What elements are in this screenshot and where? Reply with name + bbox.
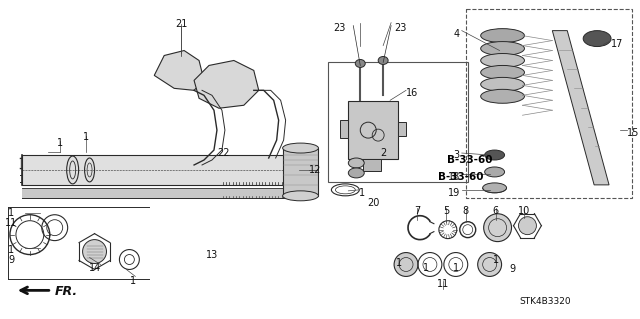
Ellipse shape <box>481 29 524 42</box>
Text: 15: 15 <box>627 128 639 138</box>
Ellipse shape <box>483 183 506 193</box>
Text: 7: 7 <box>414 206 420 216</box>
Text: 11: 11 <box>436 279 449 289</box>
Text: 10: 10 <box>518 206 531 216</box>
Text: FR.: FR. <box>55 285 78 298</box>
Text: 13: 13 <box>206 249 218 260</box>
Ellipse shape <box>283 191 319 201</box>
Text: 20: 20 <box>367 198 380 208</box>
Text: B-33-60: B-33-60 <box>438 172 483 182</box>
Ellipse shape <box>481 89 524 103</box>
Text: 1: 1 <box>8 208 14 218</box>
Text: 12: 12 <box>308 165 321 175</box>
Text: 1: 1 <box>8 245 14 255</box>
Text: 4: 4 <box>454 29 460 39</box>
Text: 6: 6 <box>493 206 499 216</box>
Bar <box>22 155 305 185</box>
Text: 1: 1 <box>396 257 402 268</box>
Bar <box>20 158 301 168</box>
Text: 18: 18 <box>447 172 460 182</box>
Text: 1: 1 <box>83 132 89 142</box>
Bar <box>340 120 348 138</box>
Text: 14: 14 <box>90 263 102 272</box>
Text: 2: 2 <box>380 148 387 158</box>
Text: 23: 23 <box>394 23 406 33</box>
Polygon shape <box>154 50 204 90</box>
Bar <box>466 9 632 198</box>
Text: 1: 1 <box>493 255 499 264</box>
Polygon shape <box>552 31 609 185</box>
Ellipse shape <box>481 78 524 91</box>
Ellipse shape <box>481 54 524 67</box>
Text: 17: 17 <box>611 39 623 48</box>
Text: 5: 5 <box>443 206 449 216</box>
Bar <box>348 101 398 159</box>
Bar <box>22 188 305 198</box>
Text: 23: 23 <box>333 23 346 33</box>
Ellipse shape <box>394 253 418 277</box>
Ellipse shape <box>283 143 319 153</box>
Ellipse shape <box>484 150 504 160</box>
Bar <box>364 159 381 171</box>
Ellipse shape <box>378 56 388 64</box>
Ellipse shape <box>355 59 365 67</box>
Text: 9: 9 <box>8 255 14 264</box>
Text: STK4B3320: STK4B3320 <box>520 297 571 306</box>
Ellipse shape <box>583 31 611 47</box>
Text: 1: 1 <box>57 138 63 148</box>
Ellipse shape <box>348 158 364 168</box>
Text: 19: 19 <box>447 188 460 198</box>
Bar <box>328 63 468 182</box>
Ellipse shape <box>518 217 536 235</box>
Text: 11: 11 <box>5 218 17 228</box>
Ellipse shape <box>83 240 106 263</box>
Text: 8: 8 <box>463 206 469 216</box>
Polygon shape <box>194 61 259 108</box>
Ellipse shape <box>484 214 511 241</box>
Text: 1: 1 <box>131 277 136 286</box>
Ellipse shape <box>484 167 504 177</box>
Text: 9: 9 <box>509 264 516 274</box>
Text: 1: 1 <box>359 188 365 198</box>
Text: 1: 1 <box>423 263 429 272</box>
Text: 3: 3 <box>454 150 460 160</box>
Ellipse shape <box>348 168 364 178</box>
Ellipse shape <box>481 65 524 79</box>
Ellipse shape <box>477 253 502 277</box>
Bar <box>283 148 319 196</box>
Text: 16: 16 <box>406 88 419 98</box>
Bar <box>398 122 406 136</box>
Text: 21: 21 <box>175 19 188 29</box>
Text: 22: 22 <box>217 148 230 158</box>
Text: 1: 1 <box>452 263 459 272</box>
Text: B-33-60: B-33-60 <box>447 155 492 165</box>
Ellipse shape <box>481 41 524 56</box>
